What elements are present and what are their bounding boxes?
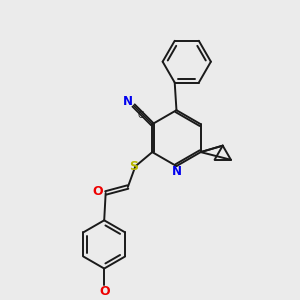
Text: N: N (172, 165, 182, 178)
Text: S: S (129, 160, 138, 173)
Text: N: N (123, 95, 133, 108)
Text: O: O (99, 285, 110, 298)
Text: O: O (92, 185, 103, 198)
Text: C: C (138, 111, 144, 120)
